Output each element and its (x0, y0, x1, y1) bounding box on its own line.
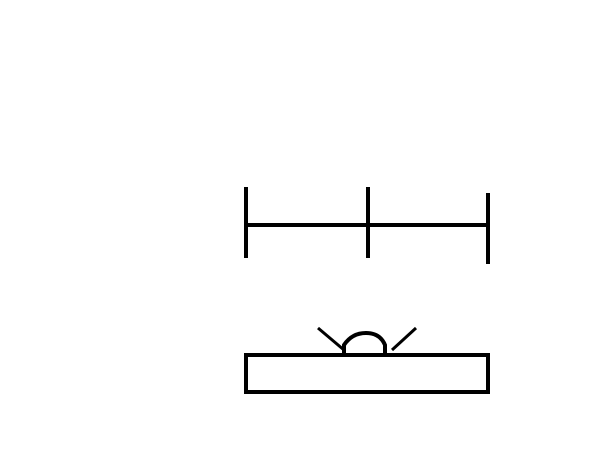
lamp-icon (317, 326, 418, 354)
dimension-marker (244, 187, 490, 264)
light-ray-left (317, 326, 345, 352)
block-rectangle (244, 353, 490, 394)
light-ray-right (390, 326, 418, 352)
lamp-dome (342, 330, 387, 354)
